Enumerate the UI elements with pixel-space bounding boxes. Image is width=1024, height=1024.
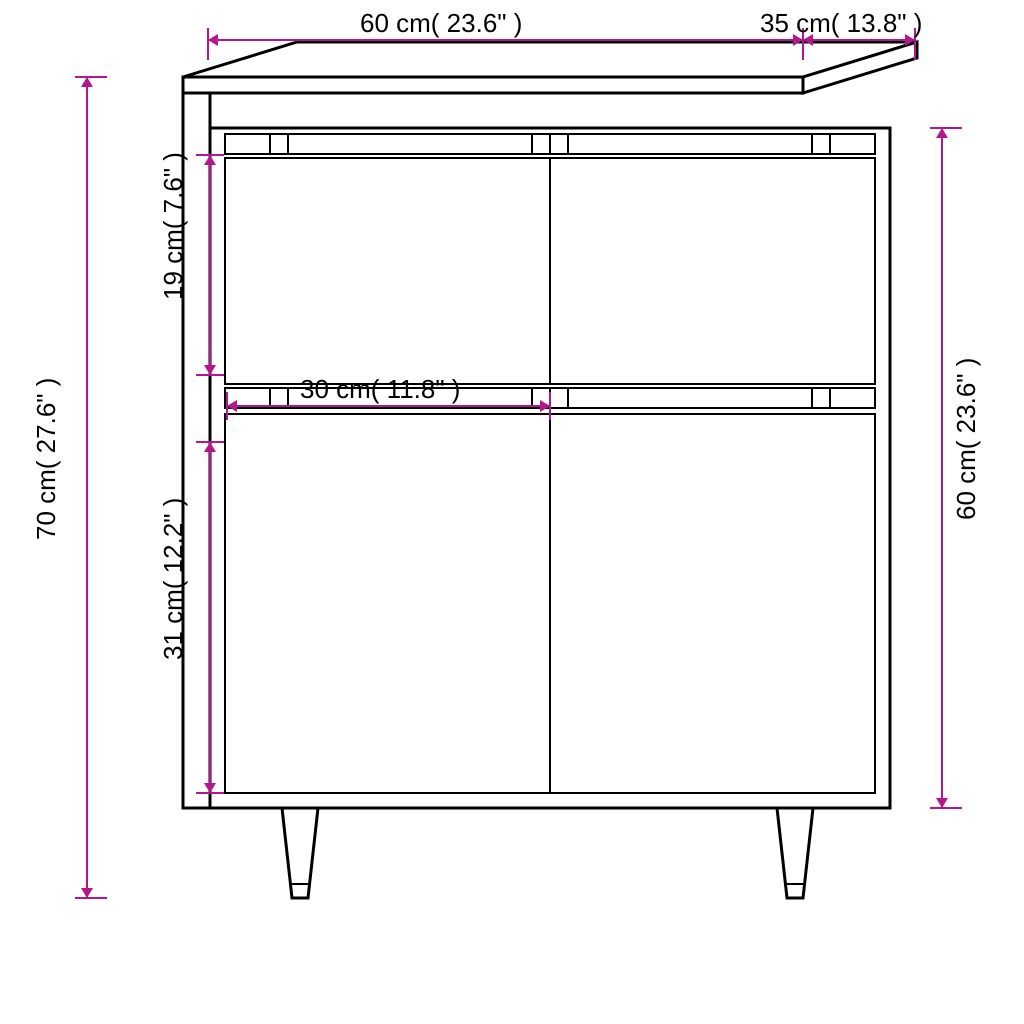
dimension-label: 30 cm( 11.8" ) — [300, 374, 460, 404]
dimension-label: 70 cm( 27.6" ) — [31, 378, 61, 540]
dimension-label: 19 cm( 7.6" ) — [158, 152, 188, 300]
dimension-label: 60 cm( 23.6" ) — [360, 8, 522, 38]
dimension-label: 35 cm( 13.8" ) — [760, 8, 922, 38]
cabinet-drawing — [183, 42, 917, 898]
dimension-label: 31 cm( 12.2" ) — [158, 498, 188, 660]
dimension-label: 60 cm( 23.6" ) — [951, 358, 981, 520]
